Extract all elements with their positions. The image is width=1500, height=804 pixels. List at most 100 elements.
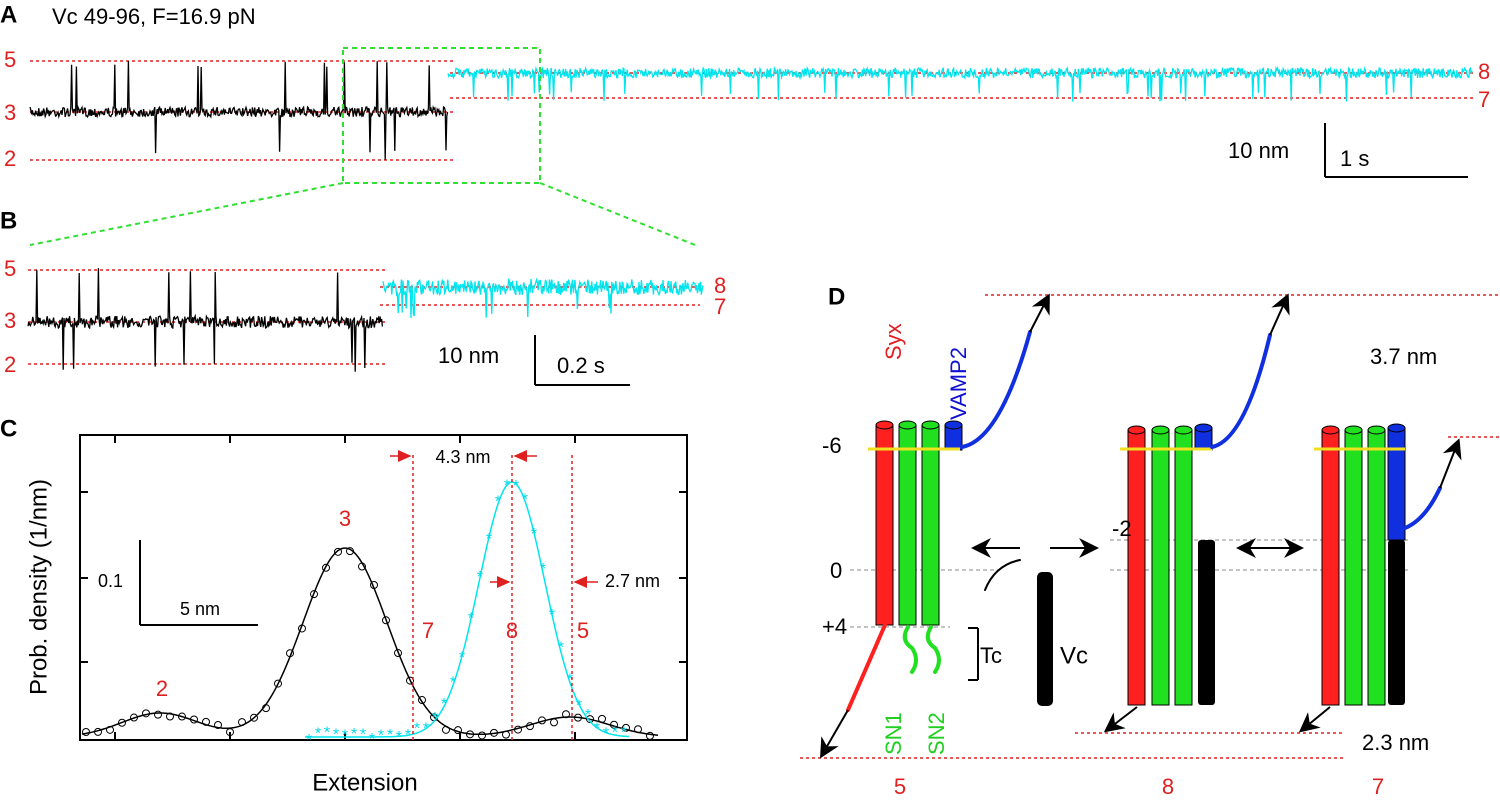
chain — [925, 625, 941, 674]
chain — [1210, 333, 1272, 449]
scale-label: 10 nm — [1228, 138, 1289, 163]
protein-label: Syx — [881, 323, 906, 360]
data-point — [418, 696, 426, 705]
scale-label: 10 nm — [438, 343, 499, 368]
helix-top — [1321, 425, 1340, 435]
level-label: 5 — [4, 47, 16, 72]
state-label: 7 — [1372, 774, 1384, 799]
data-point: * — [522, 491, 528, 508]
helix — [1151, 429, 1170, 706]
data-point: * — [486, 531, 492, 548]
panel-label: D — [828, 283, 845, 310]
data-point: * — [540, 561, 546, 578]
data-point — [346, 547, 354, 556]
data-point — [202, 717, 210, 726]
data-point — [646, 731, 654, 740]
panel-title: Vc 49-96, F=16.9 pN — [52, 4, 256, 29]
helix — [1174, 429, 1193, 706]
vc-helix — [1388, 540, 1405, 705]
data-point — [454, 726, 462, 735]
helix-top — [1127, 425, 1146, 435]
data-point: * — [405, 727, 411, 744]
level-label: 5 — [4, 256, 16, 281]
distance-label: 3.7 nm — [1370, 344, 1437, 369]
data-point — [298, 624, 306, 633]
data-point — [514, 725, 522, 734]
helix-top — [898, 420, 917, 430]
scale-label: 0.1 — [98, 571, 123, 591]
data-point — [490, 728, 498, 737]
axes — [79, 434, 688, 741]
layer-label: -2 — [1112, 516, 1132, 541]
data-point: * — [369, 731, 375, 748]
scale-label: 0.2 s — [557, 353, 605, 378]
data-point — [190, 715, 198, 724]
chain — [846, 623, 887, 712]
protein-label: SN2 — [924, 712, 949, 755]
data-point — [238, 718, 246, 727]
data-point — [382, 616, 390, 625]
helix-top — [1367, 425, 1386, 435]
layer-label: -6 — [822, 433, 842, 458]
data-point: * — [594, 720, 600, 737]
line — [1269, 293, 1290, 336]
chain — [984, 559, 1021, 591]
data-point — [322, 563, 330, 572]
tc-label: Tc — [980, 643, 1002, 668]
data-point: * — [315, 726, 321, 743]
level-label: 3 — [4, 100, 16, 125]
data-point — [502, 730, 510, 739]
data-point — [562, 710, 570, 719]
state-label: 5 — [894, 774, 906, 799]
zoom-box — [342, 47, 541, 184]
data-point: * — [531, 526, 537, 543]
level-label: 7 — [714, 294, 726, 319]
line — [1298, 706, 1331, 733]
data-point — [574, 713, 582, 722]
distance-label: 4.3 nm — [435, 447, 490, 467]
data-point: * — [459, 650, 465, 667]
level-label: 3 — [4, 308, 16, 333]
distance-label: 2.3 nm — [1362, 730, 1429, 755]
line — [29, 182, 344, 246]
helix-top — [1344, 425, 1363, 435]
chain — [902, 625, 918, 674]
data-point — [442, 725, 450, 734]
trace — [382, 277, 704, 318]
data-point: * — [441, 696, 447, 713]
helix — [1367, 429, 1386, 706]
line — [1439, 438, 1462, 489]
helix — [1344, 429, 1363, 706]
data-point — [286, 649, 294, 658]
protein-label: SN1 — [881, 712, 906, 755]
data-point: * — [477, 569, 483, 586]
data-point: * — [513, 478, 519, 495]
data-point — [118, 718, 126, 727]
data-point — [262, 704, 270, 713]
trace — [447, 65, 1473, 102]
data-point: * — [621, 724, 627, 741]
trace — [27, 268, 384, 372]
peak-label: 8 — [506, 618, 518, 643]
distance-label: 2.7 nm — [605, 571, 660, 591]
vc-label: Vc — [1060, 642, 1088, 669]
level-label: 2 — [4, 146, 16, 171]
data-point: * — [414, 721, 420, 738]
line — [819, 709, 849, 759]
data-point — [178, 712, 186, 721]
helix-top — [944, 420, 963, 430]
helix — [921, 424, 940, 626]
data-point: * — [576, 697, 582, 714]
panel-label: B — [0, 207, 17, 234]
layer-label: 0 — [830, 558, 842, 583]
data-point: * — [603, 726, 609, 743]
data-point: * — [585, 707, 591, 724]
line — [1103, 706, 1138, 733]
helix-top — [1151, 425, 1170, 435]
line — [1029, 293, 1050, 333]
panel-label: A — [0, 1, 17, 28]
data-point — [610, 720, 618, 729]
chain — [960, 330, 1032, 449]
data-point: * — [432, 710, 438, 727]
